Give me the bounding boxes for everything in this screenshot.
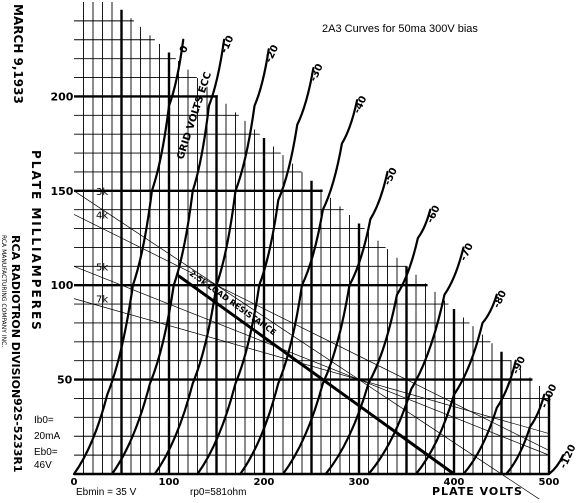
- y-tick-label: 50: [57, 374, 73, 387]
- brand-line2: RCA MANUFACTURING COMPANY INC.: [0, 235, 7, 347]
- curve-label: -90: [510, 355, 528, 376]
- plate-curve--60: [324, 208, 432, 476]
- load-line-5k: [73, 265, 550, 456]
- plate-curve--70: [367, 246, 465, 476]
- x-tick-label: 500: [539, 477, 560, 488]
- brand-line1: RCA RADIOTRON DIVISION: [9, 235, 22, 398]
- plate-curve--40: [239, 99, 359, 476]
- curve-label: -80: [491, 289, 509, 310]
- plate-curve--120: [547, 454, 565, 476]
- date-label: MARCH 9,1933: [11, 4, 25, 104]
- plate-curve--50: [281, 170, 389, 476]
- curve-label: -70: [458, 242, 476, 263]
- labels: 2A3 Curves for 50ma 300V bias MARCH 9,19…: [0, 4, 523, 498]
- load-line-3k: [73, 190, 546, 503]
- curve-label: -100: [539, 383, 560, 410]
- curve-label: -120: [558, 443, 577, 470]
- curve-label: -20: [263, 43, 281, 64]
- x-tick-label: 0: [71, 477, 78, 488]
- x-axis-label: PLATE VOLTS: [432, 485, 523, 498]
- load-line-label: 7k: [96, 295, 108, 306]
- plate-curve--90: [462, 359, 517, 476]
- load-line-label: 3k: [96, 187, 108, 198]
- plate-curve--30: [196, 66, 315, 476]
- curve-label: -60: [425, 204, 443, 225]
- curve-label: -50: [382, 166, 400, 187]
- x-tick-label: 100: [159, 477, 180, 488]
- rp0-label: rp0=581ohm: [190, 487, 246, 498]
- ticks: 0 100 200 300 400 500 50 100 150 200: [51, 90, 560, 488]
- load-line-7k: [73, 298, 550, 434]
- x-tick-label: 200: [254, 477, 275, 488]
- ebmin-label: Ebmin = 35 V: [76, 487, 137, 498]
- plate-curve--100: [505, 393, 546, 476]
- x-tick-label: 400: [444, 477, 465, 488]
- load-line-label: 4k: [96, 210, 108, 221]
- curve-label: -10: [219, 34, 237, 55]
- ib0-value: 20mA: [34, 431, 60, 442]
- plate-curve-0: [72, 38, 185, 476]
- main-load-line: [177, 274, 455, 476]
- curve-label: -30: [308, 62, 326, 83]
- eb0-label: Eb0=: [34, 447, 58, 458]
- drawing-number: 92S-5233R1: [11, 398, 24, 473]
- y-tick-label: 150: [51, 185, 74, 198]
- y-tick-label: 200: [51, 90, 74, 103]
- chart-title: 2A3 Curves for 50ma 300V bias: [322, 23, 478, 35]
- curve-label: 0: [178, 44, 191, 55]
- plate-curves: 0 -10 -20 -30 -40 -50 -60 -70 -80 -90 -100 -120: [72, 34, 577, 476]
- load-line-label: 5k: [96, 262, 108, 273]
- y-axis-label: PLATE MILLIAMPERES: [29, 150, 43, 332]
- x-tick-label: 300: [349, 477, 370, 488]
- eb0-value: 46V: [34, 460, 52, 471]
- y-tick-label: 100: [51, 279, 74, 292]
- plate-curve--80: [414, 293, 498, 476]
- plate-curve--10: [110, 38, 226, 476]
- curve-label: -40: [352, 94, 370, 115]
- ib0-label: Ib0=: [34, 415, 54, 426]
- plate-curve--20: [153, 48, 270, 476]
